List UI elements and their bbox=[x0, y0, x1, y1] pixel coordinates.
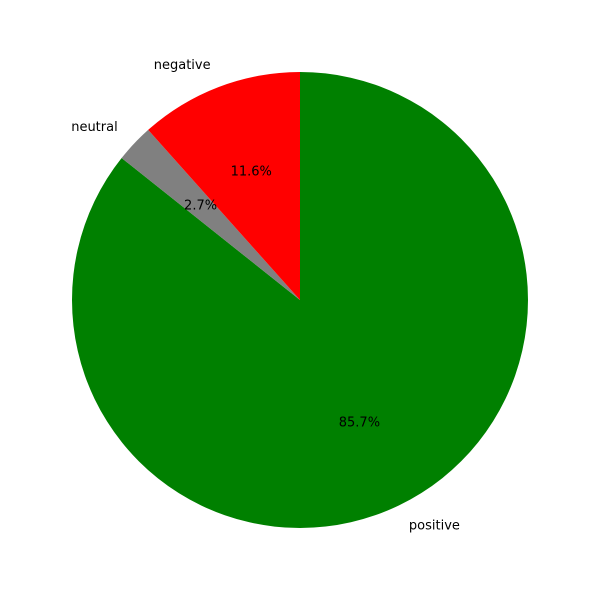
pie-slice-negative bbox=[148, 72, 300, 300]
slice-label-positive: positive bbox=[409, 518, 460, 533]
pct-label-positive: 85.7% bbox=[339, 416, 380, 431]
pct-label-neutral: 2.7% bbox=[184, 199, 217, 214]
slice-label-negative: negative bbox=[154, 58, 211, 73]
pie-slice-neutral bbox=[121, 129, 300, 300]
slice-label-neutral: neutral bbox=[71, 120, 118, 135]
pct-label-negative: 11.6% bbox=[231, 165, 272, 180]
